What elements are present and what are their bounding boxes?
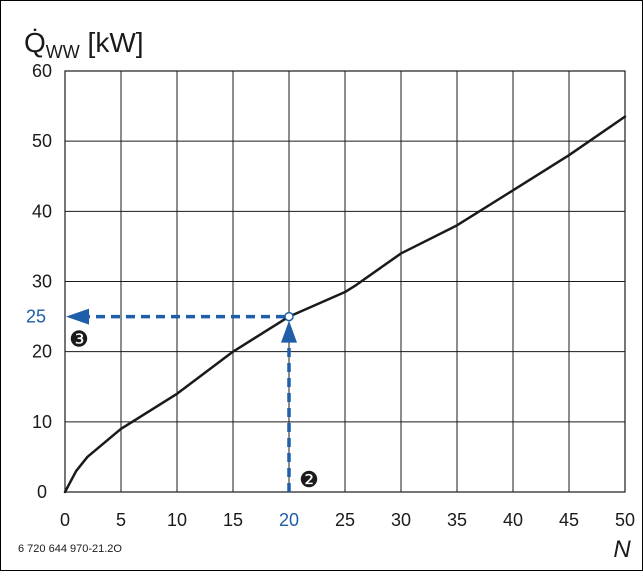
x-tick-label: 5 <box>116 510 126 530</box>
plot-frame <box>64 70 626 493</box>
y-tick-label: 30 <box>32 272 52 292</box>
x-tick-label: 10 <box>167 510 187 530</box>
x-tick-label: 0 <box>60 510 70 530</box>
y-tick-label: 50 <box>32 131 52 151</box>
y-tick-label: 20 <box>32 342 52 362</box>
series-line <box>63 115 627 494</box>
x-tick-label: 35 <box>447 510 467 530</box>
series <box>63 115 627 494</box>
x-tick-label: 45 <box>559 510 579 530</box>
callout-marker-3: ❸ <box>69 327 89 352</box>
callout-marker-2: ❷ <box>299 467 319 492</box>
y-tick-label: 60 <box>32 61 52 81</box>
highlight-point <box>284 311 294 322</box>
left-arrow <box>66 308 89 325</box>
x-tick-label: 15 <box>223 510 243 530</box>
y-highlight-label: 25 <box>26 307 46 327</box>
grid <box>64 70 626 493</box>
footnote: 6 720 644 970-21.2O <box>18 543 122 555</box>
y-tick-label: 40 <box>32 201 52 221</box>
y-tick-label: 0 <box>37 482 47 502</box>
tick-labels: 0 5 10 15 20 25 30 35 40 45 50 0 10 20 30 40 50 60 <box>32 61 635 530</box>
x-tick-label: 30 <box>391 510 411 530</box>
x-tick-label: 25 <box>335 510 355 530</box>
y-tick-label: 10 <box>32 412 52 432</box>
x-tick-label: 40 <box>503 510 523 530</box>
y-axis-label: Q̇WW [kW] <box>24 27 144 62</box>
up-arrow <box>281 320 297 343</box>
annotation: 25 ❷ ❸ <box>26 307 319 492</box>
x-tick-label: 50 <box>615 510 635 530</box>
x-tick-label: 20 <box>279 510 299 530</box>
x-axis-label: N <box>613 536 631 563</box>
